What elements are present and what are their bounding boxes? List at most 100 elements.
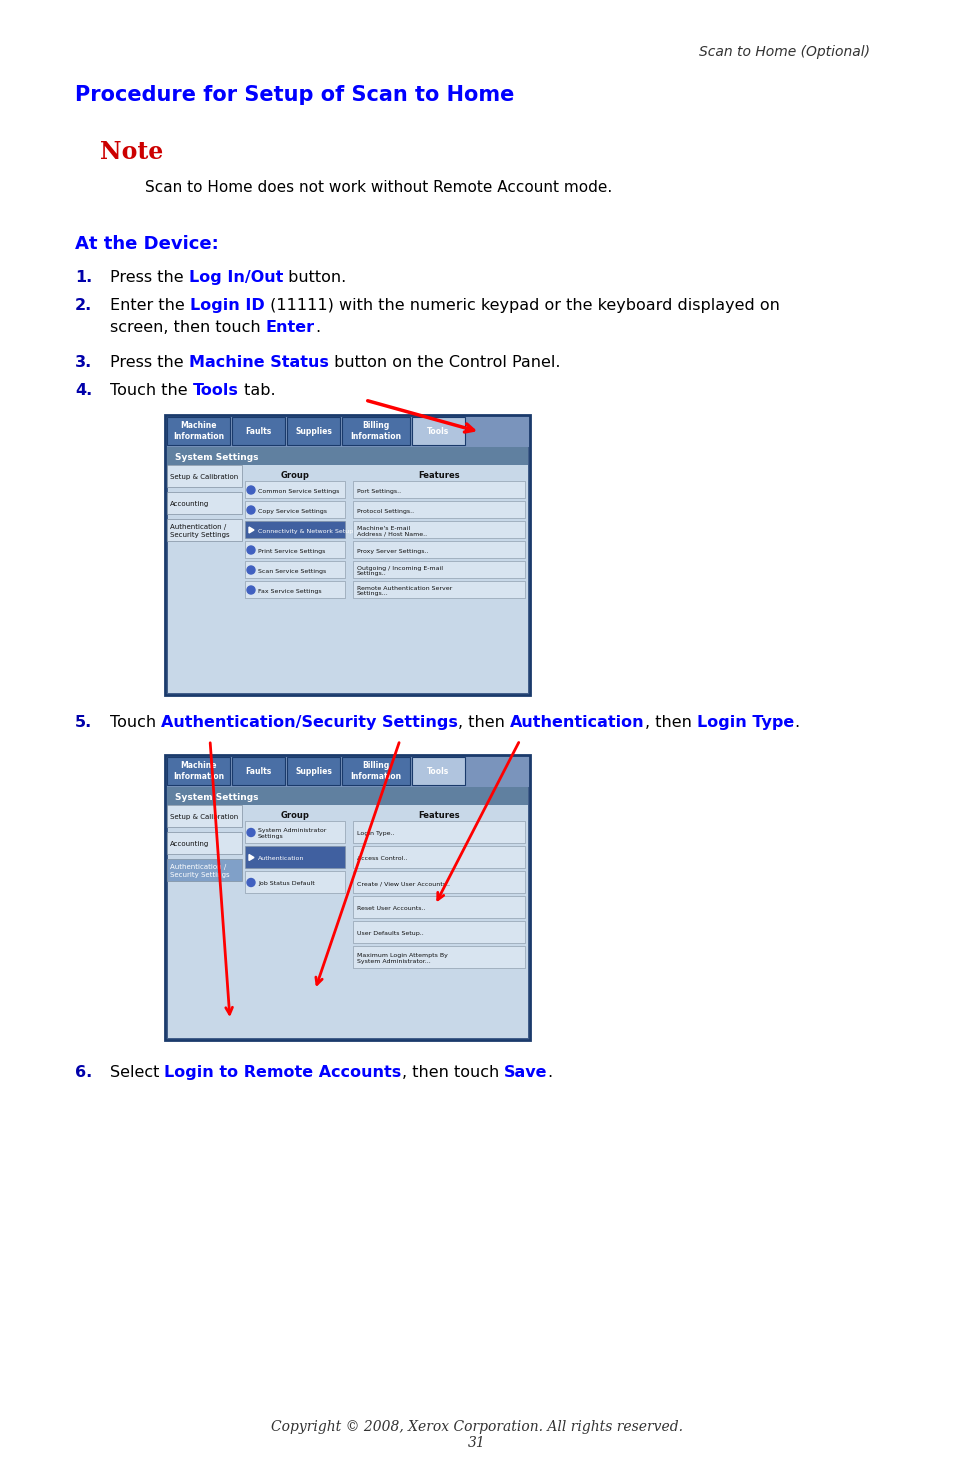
Text: .: .: [314, 320, 319, 335]
FancyBboxPatch shape: [353, 895, 524, 917]
Text: Touch the: Touch the: [110, 384, 193, 398]
Text: screen, then touch: screen, then touch: [110, 320, 266, 335]
Text: Authentication: Authentication: [257, 855, 304, 861]
Circle shape: [247, 506, 254, 513]
Text: Touch: Touch: [110, 715, 161, 730]
Text: Machine's E-mail
Address / Host Name..: Machine's E-mail Address / Host Name..: [356, 525, 427, 537]
Text: Common Service Settings: Common Service Settings: [257, 488, 339, 494]
Text: Enter the: Enter the: [110, 298, 190, 313]
Text: Group: Group: [280, 471, 309, 479]
FancyBboxPatch shape: [167, 465, 242, 487]
Text: , then touch: , then touch: [401, 1065, 503, 1080]
Text: 5.: 5.: [75, 715, 92, 730]
Text: Enter: Enter: [266, 320, 314, 335]
FancyBboxPatch shape: [353, 541, 524, 558]
FancyBboxPatch shape: [353, 502, 524, 518]
FancyBboxPatch shape: [353, 822, 524, 844]
Text: Maximum Login Attempts By
System Administrator...: Maximum Login Attempts By System Adminis…: [356, 953, 447, 963]
Text: Protocol Settings..: Protocol Settings..: [356, 509, 414, 513]
Text: Log In/Out: Log In/Out: [189, 270, 283, 285]
Text: Login to Remote Accounts: Login to Remote Accounts: [164, 1065, 401, 1080]
Text: Copy Service Settings: Copy Service Settings: [257, 509, 327, 513]
Text: Authentication: Authentication: [510, 715, 644, 730]
FancyBboxPatch shape: [353, 581, 524, 597]
Text: , then: , then: [644, 715, 696, 730]
Text: Machine Status: Machine Status: [189, 355, 328, 370]
Text: 2.: 2.: [75, 298, 92, 313]
Text: Tools: Tools: [427, 767, 449, 776]
Text: 4.: 4.: [75, 384, 92, 398]
Text: Faults: Faults: [245, 426, 272, 435]
FancyBboxPatch shape: [245, 502, 345, 518]
Text: User Defaults Setup..: User Defaults Setup..: [356, 931, 423, 937]
Text: Print Service Settings: Print Service Settings: [257, 549, 325, 553]
Text: button on the Control Panel.: button on the Control Panel.: [328, 355, 559, 370]
Text: tab.: tab.: [238, 384, 275, 398]
Text: Create / View User Accounts..: Create / View User Accounts..: [356, 881, 450, 886]
Text: Authentication/Security Settings: Authentication/Security Settings: [161, 715, 457, 730]
Text: Authentication /
Security Settings: Authentication / Security Settings: [170, 525, 230, 537]
Text: Billing
Information: Billing Information: [350, 761, 401, 780]
Circle shape: [247, 879, 254, 886]
FancyBboxPatch shape: [232, 417, 285, 445]
FancyBboxPatch shape: [412, 757, 464, 785]
Text: Login Type..: Login Type..: [356, 830, 395, 836]
FancyBboxPatch shape: [165, 755, 530, 1040]
Text: Accounting: Accounting: [170, 502, 209, 507]
Text: Features: Features: [417, 471, 459, 479]
Circle shape: [247, 485, 254, 494]
Text: Group: Group: [280, 810, 309, 820]
Circle shape: [247, 586, 254, 594]
FancyBboxPatch shape: [245, 581, 345, 597]
Text: 3.: 3.: [75, 355, 92, 370]
FancyBboxPatch shape: [353, 521, 524, 538]
Circle shape: [247, 546, 254, 555]
FancyBboxPatch shape: [167, 519, 242, 541]
Text: Note: Note: [100, 140, 163, 164]
Polygon shape: [249, 854, 253, 860]
Text: Port Settings..: Port Settings..: [356, 488, 400, 494]
FancyBboxPatch shape: [245, 481, 345, 499]
FancyBboxPatch shape: [353, 920, 524, 943]
Text: System Settings: System Settings: [174, 453, 258, 462]
FancyBboxPatch shape: [353, 847, 524, 867]
Text: Press the: Press the: [110, 270, 189, 285]
FancyBboxPatch shape: [167, 832, 242, 854]
Text: Machine
Information: Machine Information: [172, 422, 224, 441]
Text: Accounting: Accounting: [170, 841, 209, 847]
Circle shape: [247, 829, 254, 836]
Text: System Administrator
Settings: System Administrator Settings: [257, 827, 326, 839]
Text: At the Device:: At the Device:: [75, 235, 218, 254]
Text: Procedure for Setup of Scan to Home: Procedure for Setup of Scan to Home: [75, 86, 514, 105]
Text: .: .: [793, 715, 799, 730]
FancyBboxPatch shape: [353, 560, 524, 578]
FancyBboxPatch shape: [167, 805, 242, 827]
FancyBboxPatch shape: [245, 847, 345, 867]
FancyBboxPatch shape: [167, 788, 527, 1038]
Text: 6.: 6.: [75, 1065, 92, 1080]
FancyBboxPatch shape: [167, 858, 242, 881]
FancyBboxPatch shape: [167, 417, 230, 445]
FancyBboxPatch shape: [341, 757, 410, 785]
Text: Login ID: Login ID: [190, 298, 264, 313]
Text: Scan to Home (Optional): Scan to Home (Optional): [699, 46, 869, 59]
FancyBboxPatch shape: [245, 872, 345, 892]
FancyBboxPatch shape: [341, 417, 410, 445]
Text: Authentication /
Security Settings: Authentication / Security Settings: [170, 864, 230, 878]
FancyBboxPatch shape: [245, 560, 345, 578]
Text: Press the: Press the: [110, 355, 189, 370]
Text: Setup & Calibration: Setup & Calibration: [170, 473, 238, 479]
Polygon shape: [249, 527, 253, 532]
Text: Select: Select: [110, 1065, 164, 1080]
Text: Proxy Server Settings..: Proxy Server Settings..: [356, 549, 428, 553]
Text: Tools: Tools: [193, 384, 238, 398]
FancyBboxPatch shape: [245, 521, 345, 538]
Circle shape: [247, 566, 254, 574]
Text: .: .: [547, 1065, 552, 1080]
Text: Setup & Calibration: Setup & Calibration: [170, 814, 238, 820]
FancyBboxPatch shape: [245, 822, 345, 844]
FancyBboxPatch shape: [287, 417, 339, 445]
Text: Reset User Accounts..: Reset User Accounts..: [356, 906, 425, 912]
Text: 1.: 1.: [75, 270, 92, 285]
FancyBboxPatch shape: [353, 872, 524, 892]
